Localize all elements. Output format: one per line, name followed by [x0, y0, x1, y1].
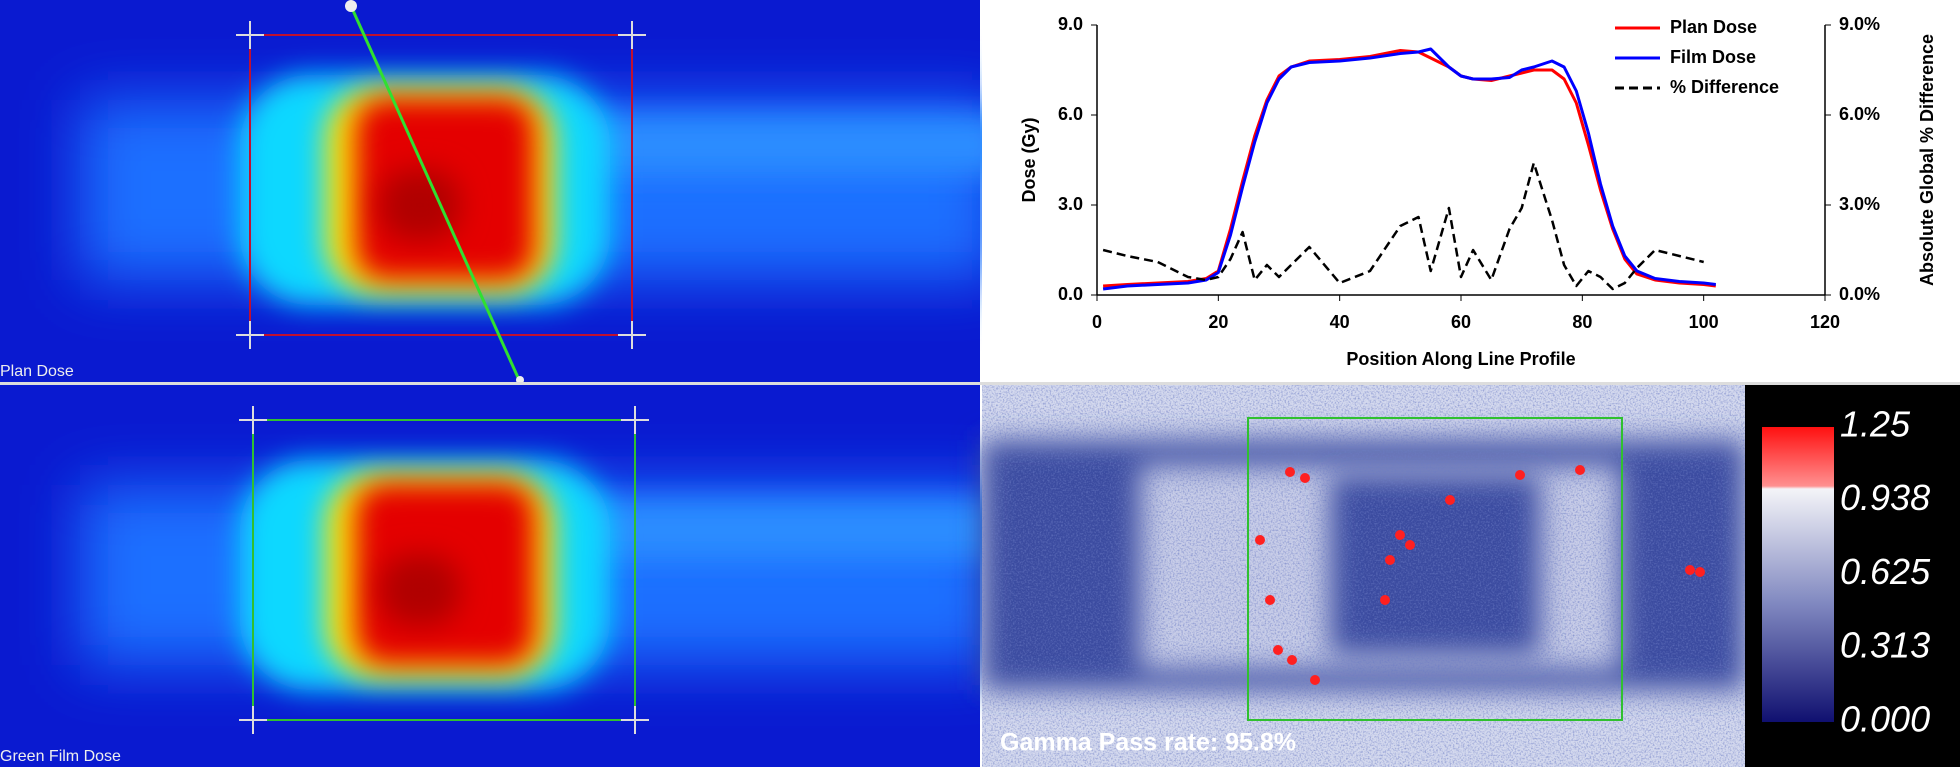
x-axis-label: Position Along Line Profile [1346, 349, 1575, 369]
roi-box [252, 419, 636, 721]
profile-handle [345, 0, 357, 12]
roi-box [249, 34, 633, 336]
y-tick-label: 6.0 [1058, 104, 1083, 124]
gamma-fail-spot [1385, 555, 1395, 565]
gamma-fail-spot [1310, 675, 1320, 685]
gamma-fail-spot [1273, 645, 1283, 655]
colorbar-tick-label: 0.938 [1840, 477, 1930, 518]
y-tick-label: 9.0 [1058, 14, 1083, 34]
y2-tick-label: 6.0% [1839, 104, 1880, 124]
gamma-fail-spot [1445, 495, 1455, 505]
legend-label: Plan Dose [1670, 17, 1757, 37]
hot-core [380, 555, 460, 625]
gamma-fail-spot [1405, 540, 1415, 550]
colorbar-tick-label: 0.313 [1840, 625, 1930, 666]
gamma-fail-spot [1685, 565, 1695, 575]
y-tick-label: 0.0 [1058, 284, 1083, 304]
x-tick-label: 20 [1208, 312, 1228, 332]
gamma-fail-spot [1380, 595, 1390, 605]
series-line [1102, 47, 1716, 291]
panel-label: Plan Dose [0, 363, 74, 380]
series-line [1102, 161, 1704, 291]
colorbar-tick-label: 0.625 [1840, 551, 1931, 592]
gamma-map: Gamma Pass rate: 95.8% [982, 385, 1745, 767]
chart-background [982, 0, 1960, 382]
y2-tick-label: 0.0% [1839, 284, 1880, 304]
y2-axis-label: Absolute Global % Difference [1917, 34, 1937, 286]
x-tick-label: 120 [1810, 312, 1840, 332]
gamma-fail-spot [1395, 530, 1405, 540]
colorbar-tick-label: 1.25 [1840, 404, 1911, 445]
gamma-fail-spot [1287, 655, 1297, 665]
gamma-noise [982, 385, 1745, 767]
y2-tick-label: 3.0% [1839, 194, 1880, 214]
hot-core [380, 170, 460, 240]
x-tick-label: 100 [1689, 312, 1719, 332]
divider [0, 382, 1960, 385]
roi-box [1247, 417, 1623, 721]
gamma-fail-spot [1255, 535, 1265, 545]
y-tick-label: 3.0 [1058, 194, 1083, 214]
x-tick-label: 40 [1330, 312, 1350, 332]
legend-label: % Difference [1670, 77, 1779, 97]
gamma-fail-spot [1285, 467, 1295, 477]
x-tick-label: 80 [1572, 312, 1592, 332]
y-axis-label: Dose (Gy) [1019, 117, 1039, 202]
colorbar-tick-label: 0.000 [1840, 699, 1930, 740]
gamma-fail-spot [1300, 473, 1310, 483]
panel-label: Green Film Dose [0, 748, 121, 765]
line-chart: 0 20 40 60 80 100 120 0.0 3.0 6.0 9.0 0.0% 3.0% 6.0% 9… [982, 0, 1960, 382]
gamma-pass-rate: Gamma Pass rate: 95.8% [1000, 729, 1296, 757]
colorbar [1762, 427, 1834, 722]
profile-line [349, 5, 522, 383]
x-tick-label: 60 [1451, 312, 1471, 332]
gamma-fail-spot [1515, 470, 1525, 480]
y2-tick-label: 9.0% [1839, 14, 1880, 34]
legend-label: Film Dose [1670, 47, 1756, 67]
dose-map: Plan Dose [0, 0, 1000, 384]
x-tick-label: 0 [1092, 312, 1102, 332]
gamma-fail-spot [1695, 567, 1705, 577]
gamma-fail-spot [1265, 595, 1275, 605]
dose-map: Green Film Dose [0, 385, 1000, 767]
gamma-fail-spot [1575, 465, 1585, 475]
